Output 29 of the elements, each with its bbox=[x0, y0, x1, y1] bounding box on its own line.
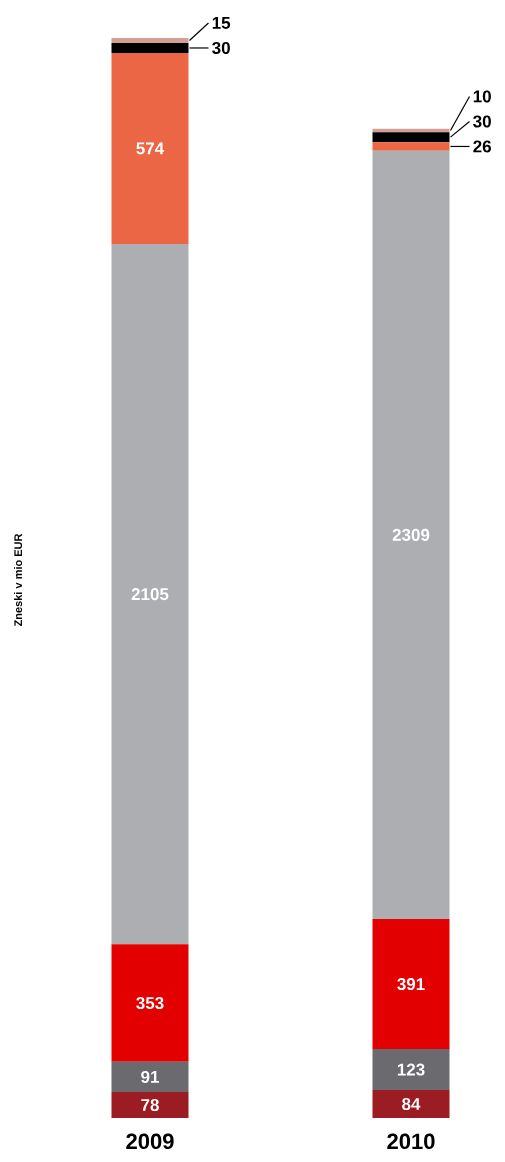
data-label: 123 bbox=[397, 1063, 425, 1076]
data-label: 78 bbox=[141, 1098, 159, 1112]
bar bbox=[372, 128, 450, 133]
bar bbox=[372, 150, 450, 920]
bar bbox=[372, 142, 450, 151]
data-label: 26 bbox=[473, 140, 491, 153]
data-label: 15 bbox=[212, 17, 231, 29]
bar bbox=[372, 919, 450, 1050]
data-label: 10 bbox=[473, 90, 491, 103]
data-label: 84 bbox=[402, 1097, 421, 1111]
y-axis-title: Zneski v mio EUR bbox=[13, 533, 23, 627]
data-label: 91 bbox=[141, 1070, 159, 1083]
data-label: 30 bbox=[473, 115, 491, 128]
data-label: 353 bbox=[136, 997, 164, 1010]
data-label: 2105 bbox=[131, 588, 169, 601]
data-label: 391 bbox=[397, 978, 425, 991]
data-label: 30 bbox=[212, 41, 230, 55]
bar bbox=[111, 944, 189, 1062]
bar bbox=[111, 52, 189, 244]
bar bbox=[111, 38, 189, 43]
data-label: 2309 bbox=[392, 528, 430, 541]
bar bbox=[111, 1092, 189, 1118]
x-tick-label: 2009 bbox=[126, 1133, 174, 1150]
x-tick-label: 2010 bbox=[387, 1133, 435, 1150]
bar bbox=[372, 1049, 450, 1091]
data-label: 574 bbox=[136, 142, 165, 155]
bar bbox=[372, 1090, 450, 1118]
bar bbox=[111, 1061, 189, 1093]
bar bbox=[111, 243, 189, 945]
